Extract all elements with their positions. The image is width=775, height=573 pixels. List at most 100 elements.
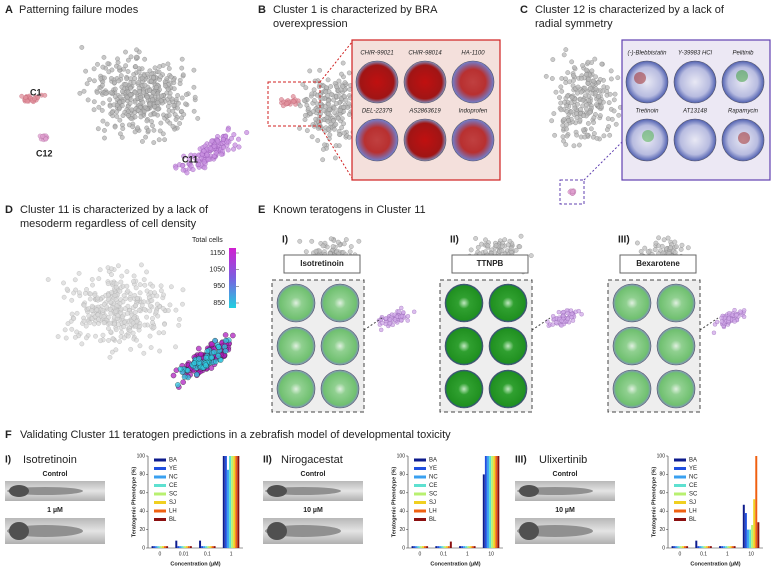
well-image: [451, 60, 495, 104]
legend-swatch: [154, 492, 166, 496]
embedding-point: [112, 124, 118, 130]
embedding-point: [335, 239, 341, 245]
embedding-point: [102, 128, 107, 133]
embedding-point: [559, 88, 565, 94]
legend-label: LH: [169, 509, 177, 515]
embedding-point: [653, 240, 659, 246]
embedding-point: [331, 97, 336, 103]
embedding-point: [468, 247, 474, 253]
embedding-point: [119, 273, 125, 279]
embedding-point: [336, 78, 342, 84]
bar: [445, 546, 448, 548]
legend-label: SC: [689, 492, 698, 498]
embedding-point: [562, 99, 567, 105]
bar: [482, 474, 485, 548]
embedding-point: [203, 354, 209, 361]
embedding-point: [137, 324, 143, 329]
well-image: [488, 283, 528, 323]
embedding-point: [561, 52, 567, 58]
embedding-point: [327, 106, 332, 112]
embedding-point: [191, 67, 197, 73]
panel-letter: A: [5, 4, 13, 16]
embedding-point: [166, 66, 172, 71]
embedding-point: [550, 57, 556, 62]
legend-label: SC: [429, 492, 438, 498]
embedding-point: [678, 247, 684, 252]
embedding-point: [133, 285, 139, 291]
bar: [237, 456, 240, 548]
embedding-point: [325, 111, 331, 116]
embedding-point: [109, 266, 114, 272]
embedding-point: [331, 105, 337, 111]
embedding-point: [551, 111, 557, 116]
embedding-point: [229, 135, 234, 141]
embedding-point: [116, 78, 122, 84]
embedding-point: [209, 341, 215, 347]
embedding-point: [142, 104, 148, 110]
embedding-point: [141, 277, 147, 282]
embedding-point: [215, 138, 221, 144]
embedding-point: [61, 280, 66, 286]
embedding-point: [212, 337, 218, 344]
embedding-point: [215, 353, 222, 359]
embedding-point: [81, 302, 87, 308]
embedding-point: [297, 103, 303, 109]
embedding-point: [220, 136, 226, 142]
embedding-point: [84, 335, 89, 341]
embedding-point: [164, 76, 170, 81]
embedding-point: [606, 100, 612, 105]
embedding-point: [553, 89, 559, 95]
embedding-point: [201, 159, 207, 165]
embedding-point: [142, 282, 148, 288]
embedding-point: [593, 86, 599, 92]
embedding-point: [711, 330, 717, 335]
embedding-point: [173, 117, 179, 122]
y-tick-label: 0: [142, 545, 145, 551]
embedding-point: [642, 245, 648, 251]
embedding-point: [300, 82, 306, 87]
embedding-point: [96, 104, 102, 110]
embedding-point: [581, 113, 586, 118]
embedding-point: [87, 320, 93, 326]
embedding-point: [591, 131, 597, 136]
embedding-point: [559, 323, 564, 328]
embedding-point: [597, 77, 603, 82]
embedding-point: [203, 362, 209, 369]
embedding-point: [569, 59, 575, 65]
embedding-point: [153, 309, 159, 315]
embedding-point: [136, 307, 142, 313]
fish-head: [267, 485, 287, 497]
embedding-point: [244, 130, 250, 135]
embedding-point: [104, 121, 110, 127]
embedding-point: [125, 69, 131, 74]
legend-label: CE: [169, 483, 177, 489]
compound-name: Isotretinoin: [23, 454, 77, 466]
bar: [733, 546, 736, 548]
colorbar-title: Total cells: [192, 237, 223, 244]
compound-label: AT13148: [682, 109, 708, 115]
embedding-point: [140, 100, 146, 105]
legend-swatch: [154, 475, 166, 479]
embedding-point: [211, 349, 217, 355]
embedding-point: [173, 344, 178, 350]
embedding-point: [333, 155, 338, 161]
embedding-point: [175, 105, 180, 111]
y-tick-label: 60: [139, 490, 145, 496]
well-image: [444, 369, 484, 409]
embedding-point: [405, 318, 410, 323]
embedding-point: [612, 91, 618, 97]
embedding-point: [100, 64, 106, 70]
bar: [231, 456, 234, 548]
embedding-point: [303, 249, 309, 255]
embedding-point: [144, 314, 149, 320]
connector: [319, 41, 353, 83]
colorbar-ticks: 1150 1050 950 850: [209, 250, 239, 307]
embedding-point: [396, 309, 401, 314]
well-image: [612, 283, 652, 323]
bar: [673, 546, 676, 548]
embedding-point: [550, 322, 555, 327]
embedding-point: [113, 308, 119, 314]
y-axis-label: Teratogenic Phenotype (%): [131, 467, 137, 538]
well-image: [403, 118, 447, 162]
embedding-point: [596, 94, 601, 99]
